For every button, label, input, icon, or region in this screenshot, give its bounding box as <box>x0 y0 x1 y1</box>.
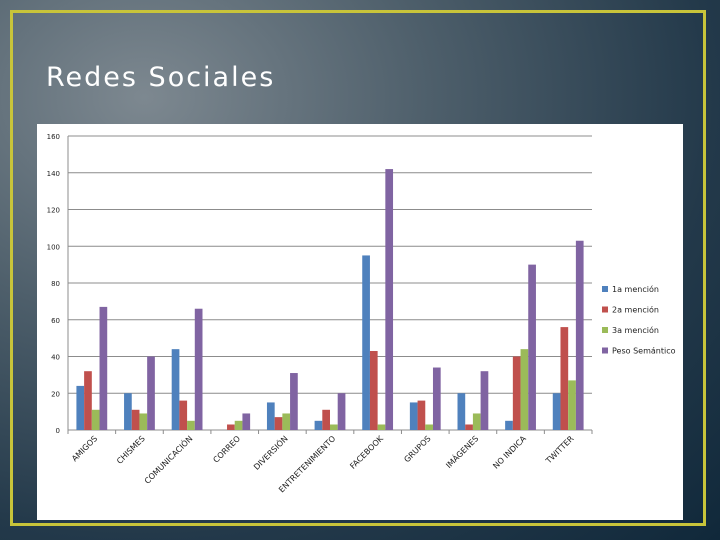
y-tick-label: 60 <box>51 317 60 325</box>
x-category-label: COMUNICACIÓN <box>141 433 194 486</box>
y-tick-label: 80 <box>51 280 60 288</box>
bar <box>425 424 433 430</box>
bar <box>337 393 346 430</box>
bar <box>282 413 291 430</box>
legend-label: 1a mención <box>612 284 659 294</box>
y-tick-label: 40 <box>51 354 60 362</box>
bar <box>290 373 298 430</box>
slide-frame <box>10 10 706 526</box>
x-category-label: DIVERSIÓN <box>251 433 290 472</box>
chart-panel: 0 20 40 60 80 100 120 140 160 AMIGOS CHISMES COMUNI… <box>37 124 683 520</box>
bar <box>568 380 576 430</box>
y-tick-label: 120 <box>47 207 60 215</box>
legend-label: 2a mención <box>612 305 659 315</box>
bar <box>560 327 569 430</box>
bar <box>472 413 481 430</box>
bar <box>187 420 195 430</box>
x-category-label: CHISMES <box>115 434 147 466</box>
bar <box>124 393 132 430</box>
legend-label: 3a mención <box>612 325 659 335</box>
legend-swatch <box>602 306 608 313</box>
bar <box>385 169 394 430</box>
legend-swatch <box>602 327 608 333</box>
x-category-label: FACEBOOK <box>348 434 385 471</box>
bar <box>227 424 235 430</box>
bar <box>417 400 426 430</box>
bar <box>465 424 473 430</box>
bar <box>131 409 140 430</box>
bar <box>147 356 155 430</box>
bar <box>274 417 283 430</box>
legend-swatch <box>602 347 608 354</box>
bar <box>99 306 108 430</box>
x-category-label: TWITTER <box>543 434 575 466</box>
bar <box>76 385 85 430</box>
bar <box>84 371 92 430</box>
bar <box>322 409 330 430</box>
bar <box>409 402 418 430</box>
bar <box>480 371 489 430</box>
bar <box>330 424 338 430</box>
bar <box>432 367 441 430</box>
bar <box>179 400 188 430</box>
bar <box>575 240 584 430</box>
x-category-label: IMÁGENES <box>443 433 480 470</box>
x-category-label: AMIGOS <box>70 434 99 463</box>
y-tick-label: 140 <box>47 170 60 178</box>
bar <box>512 356 521 430</box>
bar <box>171 349 180 430</box>
legend-label: Peso Semántico <box>612 347 676 356</box>
y-tick-label: 0 <box>56 427 60 435</box>
legend-swatch <box>602 286 608 292</box>
bar <box>266 402 275 430</box>
x-category-label: CORREO <box>211 434 242 465</box>
y-tick-label: 160 <box>47 133 60 141</box>
bar <box>194 308 203 430</box>
y-tick-label: 20 <box>51 390 60 398</box>
bar <box>505 420 513 430</box>
bar <box>314 420 323 430</box>
slide-title: Redes Sociales <box>46 62 276 93</box>
bar-chart: 0 20 40 60 80 100 120 140 160 AMIGOS CHISMESCOMUNI… <box>47 133 676 494</box>
x-category-label: NO INDICA <box>491 434 528 471</box>
bar <box>520 349 529 430</box>
bar <box>234 420 243 430</box>
y-tick-label: 100 <box>47 243 60 251</box>
bar <box>91 409 100 430</box>
bar <box>369 350 378 430</box>
bar <box>528 264 536 430</box>
bar <box>377 424 386 430</box>
bar <box>139 413 148 430</box>
bar <box>362 255 370 430</box>
x-category-label: GRUPOS <box>402 434 432 464</box>
bar <box>552 393 561 430</box>
bar <box>457 393 466 430</box>
bar <box>242 413 251 430</box>
